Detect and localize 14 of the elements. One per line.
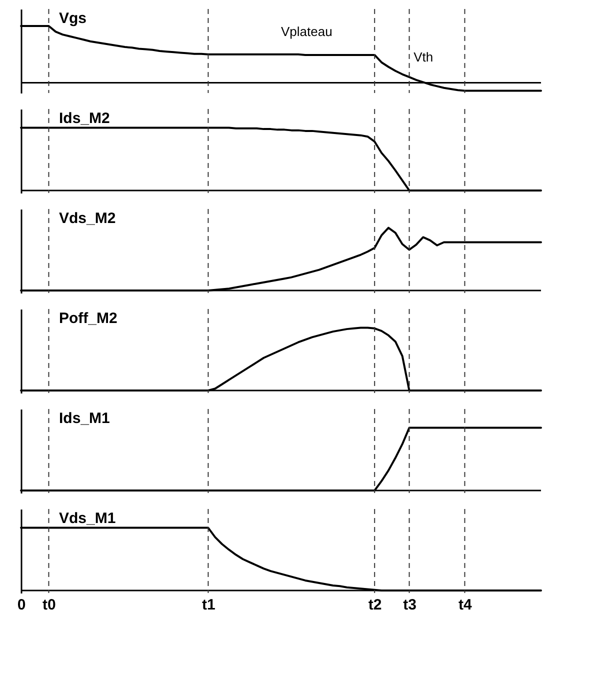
annotation: Vth [414, 49, 434, 64]
series-label: Vgs [59, 10, 87, 27]
series-label: Ids_M2 [59, 110, 110, 127]
text: Vds_M2 [59, 210, 116, 227]
x-tick-label: t3 [403, 596, 416, 614]
series-label: Vds_M1 [59, 510, 116, 527]
x-tick-label: t1 [202, 596, 216, 614]
x-tick-label: t2 [368, 596, 382, 614]
annotation: Vplateau [281, 24, 332, 40]
x-tick-label: t0 [42, 596, 56, 614]
text: Ids_M1 [59, 410, 110, 427]
x-tick-label: 0 [17, 596, 26, 614]
text: Poff_M2 [59, 310, 118, 327]
x-tick-label: t4 [458, 596, 473, 614]
